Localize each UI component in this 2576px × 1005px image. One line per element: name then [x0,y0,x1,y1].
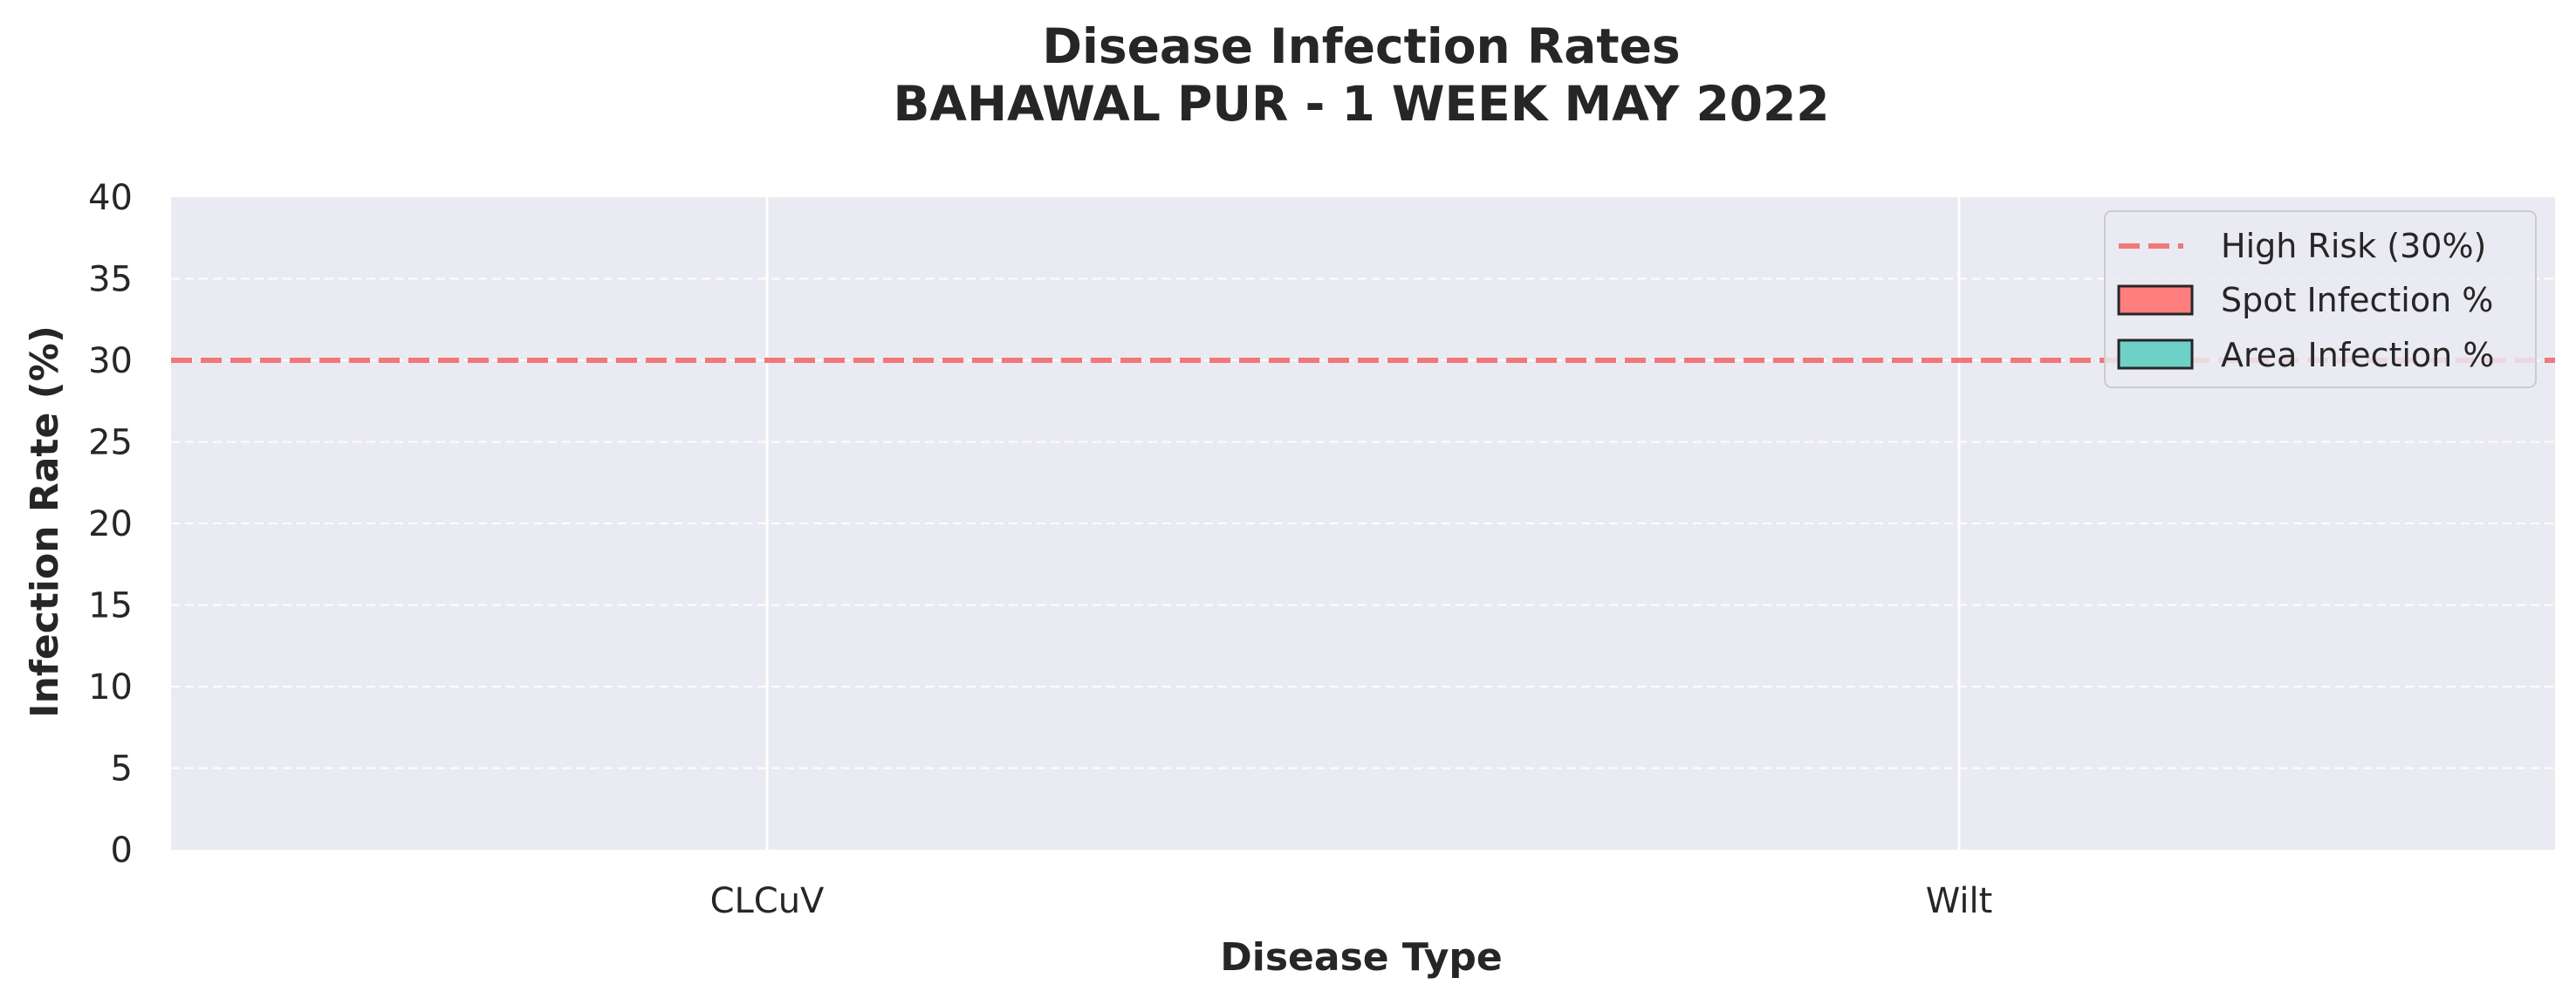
y-tick-label: 30 [88,341,133,381]
y-tick-label: 25 [88,423,133,463]
x-tick-label: CLCuV [710,881,825,921]
legend: High Risk (30%) Spot Infection % Area In… [2104,210,2537,388]
y-axis-label: Infection Rate (%) [23,325,67,718]
y-tick-label: 35 [88,260,133,300]
y-tick-label: 10 [88,667,133,708]
y-tick-label: 20 [88,504,133,544]
legend-area-infection-label: Area Infection % [2221,336,2494,374]
chart-subtitle: BAHAWAL PUR - 1 WEEK MAY 2022 [893,76,1829,132]
legend-spot-infection-swatch [2117,284,2194,316]
y-tick-label: 15 [88,586,133,626]
legend-high-risk-label: High Risk (30%) [2221,227,2486,265]
legend-spot-infection-label: Spot Infection % [2221,281,2493,319]
legend-box [2104,210,2537,388]
y-tick-label: 0 [111,831,133,871]
x-axis-ticks: CLCuV Wilt [710,881,1993,921]
chart-title: Disease Infection Rates [1042,18,1680,74]
y-axis-ticks: 0 5 10 15 20 25 30 35 40 [88,178,133,871]
x-tick-label: Wilt [1926,881,1993,921]
y-tick-label: 5 [111,749,133,790]
x-axis-label: Disease Type [1220,935,1503,980]
legend-area-infection-swatch [2117,338,2194,370]
y-tick-label: 40 [88,178,133,218]
